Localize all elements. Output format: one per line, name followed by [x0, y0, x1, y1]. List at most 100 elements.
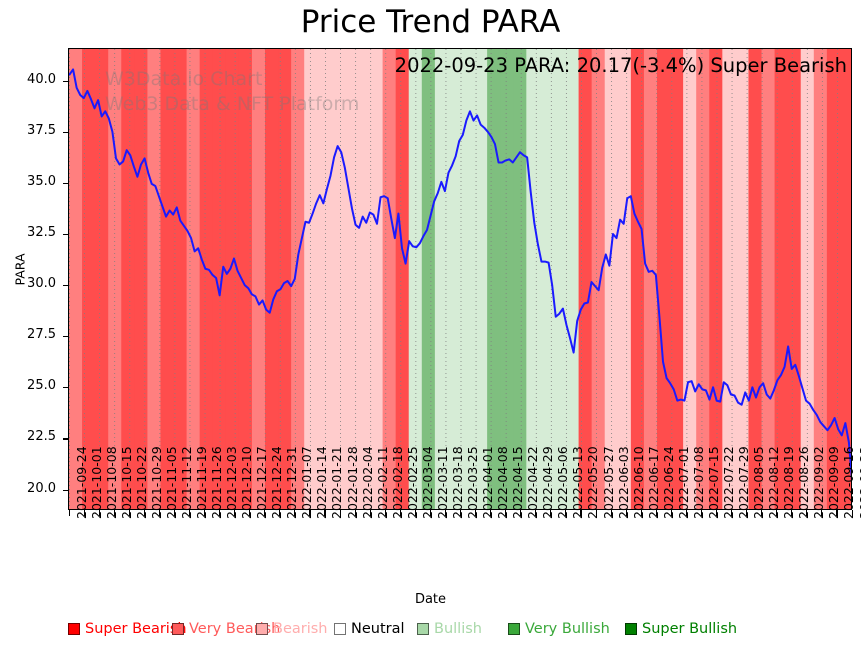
x-tick-mark	[264, 510, 266, 516]
x-tick-label: 2021-10-08	[103, 446, 119, 519]
x-tick-label: 2022-08-05	[751, 446, 767, 519]
x-tick-label: 2022-04-08	[495, 446, 511, 519]
x-tick-label: 2022-01-21	[329, 446, 345, 519]
x-tick-label: 2022-09-23	[856, 446, 861, 519]
x-tick-label: 2022-07-29	[736, 446, 752, 519]
y-tick-mark	[62, 80, 68, 82]
x-tick-mark	[700, 510, 703, 516]
x-tick-mark	[836, 510, 838, 516]
x-tick-label: 2022-06-10	[630, 446, 646, 519]
y-tick-label: 25.0	[27, 378, 56, 394]
x-tick-mark	[219, 510, 221, 516]
y-tick-mark	[62, 336, 68, 338]
x-tick-mark	[520, 510, 522, 516]
x-tick-mark	[685, 510, 687, 516]
x-tick-label: 2021-12-10	[239, 446, 255, 519]
legend-label: Super Bullish	[642, 621, 738, 637]
x-tick-mark	[429, 510, 431, 516]
x-tick-mark	[761, 510, 763, 516]
legend-swatch-icon	[334, 623, 346, 635]
x-tick-label: 2022-06-17	[645, 446, 661, 519]
x-tick-label: 2021-11-05	[163, 446, 179, 519]
x-tick-label: 2022-06-03	[615, 446, 631, 519]
x-tick-mark	[113, 510, 115, 516]
y-tick-mark	[62, 131, 68, 133]
x-tick-label: 2021-11-19	[193, 446, 209, 519]
x-tick-label: 2022-03-04	[419, 446, 435, 519]
x-tick-mark	[550, 510, 552, 516]
x-tick-label: 2022-01-07	[299, 446, 315, 519]
x-tick-mark	[610, 510, 612, 516]
plot-area[interactable]: W3Data.io Chart Web3 Data & NFT Platform…	[68, 48, 852, 510]
x-tick-mark	[791, 510, 793, 516]
legend-entry[interactable]: Very Bullish	[508, 618, 610, 640]
legend-entry[interactable]: Bearish	[256, 618, 328, 640]
legend-swatch-icon	[417, 623, 429, 635]
y-tick-label: 40.0	[27, 71, 56, 87]
x-tick-mark	[776, 510, 778, 516]
x-tick-label: 2021-09-24	[73, 446, 89, 519]
legend-entry[interactable]: Neutral	[334, 618, 405, 640]
x-tick-mark	[128, 510, 130, 516]
x-tick-mark	[204, 510, 206, 516]
x-tick-label: 2021-10-15	[118, 446, 134, 519]
x-tick-label: 2022-08-19	[781, 446, 797, 519]
y-tick-label: 22.5	[27, 429, 56, 445]
x-tick-mark	[444, 510, 447, 516]
legend-label: Bullish	[434, 621, 482, 637]
x-tick-label: 2022-03-25	[465, 446, 480, 519]
x-tick-mark	[354, 510, 356, 516]
x-tick-mark	[490, 510, 492, 516]
legend: Super Bearish Very Bearish Bearish Neutral B…	[0, 618, 861, 642]
x-tick-mark	[98, 510, 100, 516]
x-tick-mark	[535, 510, 537, 516]
x-tick-mark	[475, 510, 477, 516]
x-tick-label: 2021-12-24	[269, 446, 285, 519]
x-tick-label: 2022-05-27	[600, 446, 616, 519]
y-tick-mark	[62, 234, 68, 236]
legend-swatch-icon	[625, 623, 637, 635]
x-tick-label: 2022-04-01	[480, 446, 496, 519]
x-tick-mark	[746, 510, 748, 516]
x-tick-mark	[731, 510, 733, 516]
x-tick-mark	[715, 510, 718, 516]
legend-swatch-icon	[68, 623, 80, 635]
x-tick-mark	[414, 510, 416, 516]
x-tick-label: 2022-02-25	[404, 446, 420, 519]
x-tick-mark	[158, 510, 160, 516]
x-axis-label: Date	[414, 592, 447, 607]
legend-entry[interactable]: Super Bullish	[625, 618, 737, 640]
x-tick-mark	[249, 510, 251, 516]
x-tick-label: 2022-09-16	[841, 446, 857, 519]
y-tick-mark	[62, 387, 68, 389]
x-tick-mark	[309, 510, 311, 516]
page-title: Price Trend PARA	[300, 4, 561, 40]
x-tick-label: 2022-04-15	[510, 446, 526, 519]
y-tick-label: 35.0	[27, 173, 56, 189]
legend-swatch-icon	[508, 623, 520, 635]
legend-swatch-icon	[256, 623, 268, 635]
x-tick-mark	[83, 510, 85, 516]
y-tick-mark	[62, 182, 68, 184]
x-tick-label: 2022-03-18	[449, 446, 465, 519]
legend-entry[interactable]: Bullish	[417, 618, 482, 640]
x-tick-mark	[655, 510, 657, 516]
legend-swatch-icon	[172, 623, 184, 635]
x-tick-mark	[670, 510, 672, 516]
x-tick-mark	[821, 510, 823, 516]
x-tick-mark	[625, 510, 627, 516]
y-tick-label: 30.0	[27, 276, 56, 292]
x-tick-label: 2021-12-31	[284, 446, 300, 519]
legend-entry[interactable]: Super Bearish	[68, 618, 187, 640]
x-tick-mark	[188, 510, 191, 516]
x-tick-mark	[399, 510, 401, 516]
x-tick-mark	[234, 510, 236, 516]
x-tick-mark	[505, 510, 507, 516]
x-tick-mark	[173, 510, 175, 516]
legend-label: Neutral	[351, 621, 405, 637]
y-tick-label: 27.5	[27, 327, 56, 343]
y-tick-label: 32.5	[27, 225, 56, 241]
x-tick-mark	[68, 510, 70, 516]
x-tick-mark	[339, 510, 341, 516]
x-tick-label: 2022-01-28	[344, 446, 360, 519]
